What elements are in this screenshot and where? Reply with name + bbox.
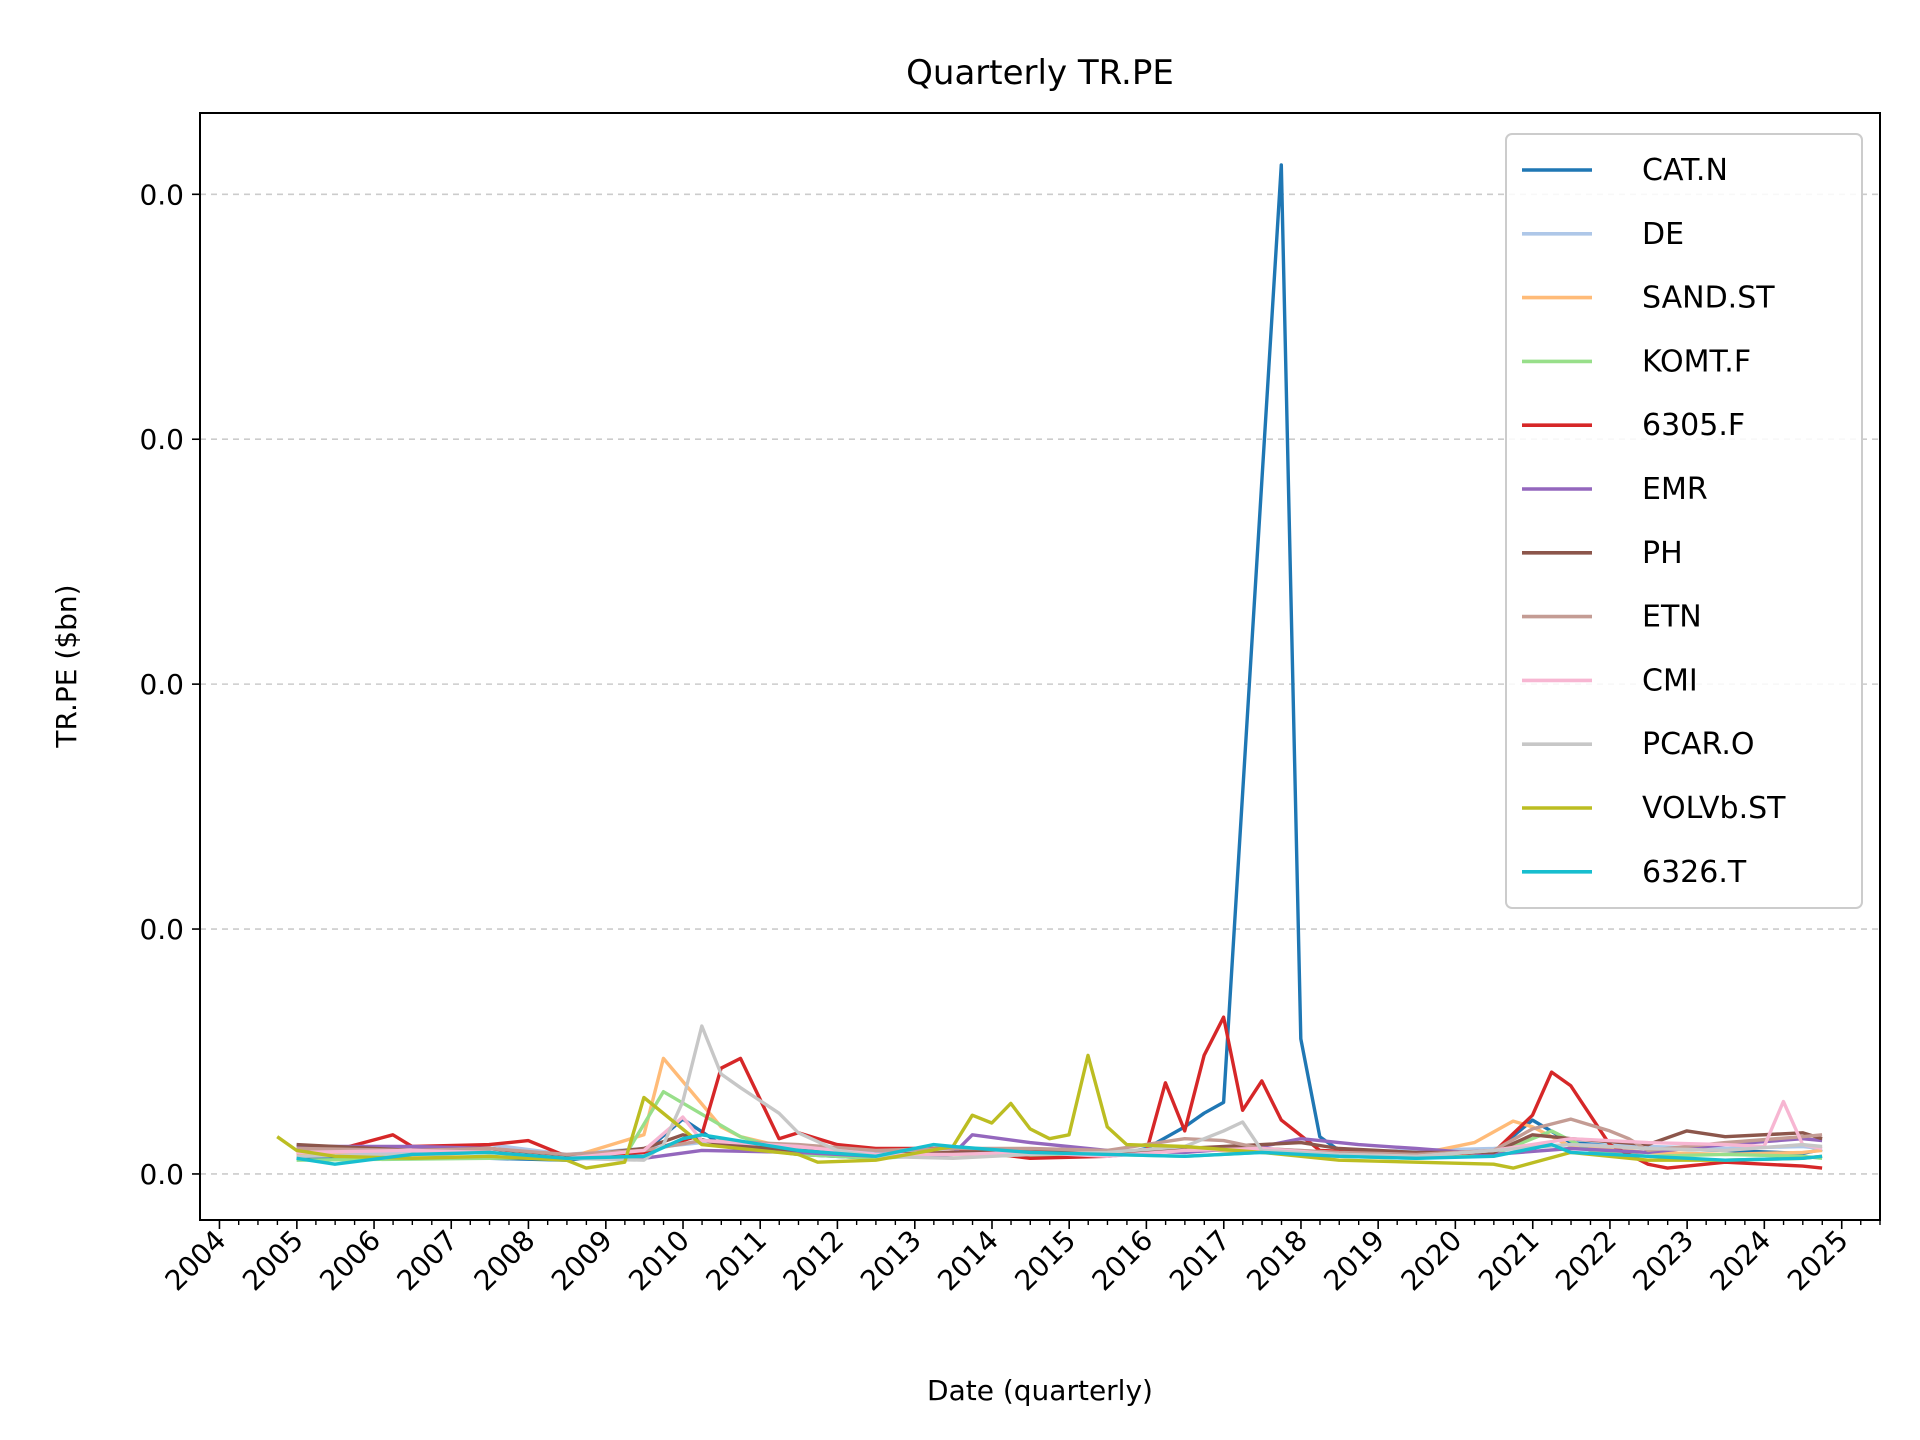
legend-label: SAND.ST: [1642, 281, 1775, 316]
legend: CAT.N DE SAND.ST KOMT.F 6305.F EMR PH ETN CMI PCA…: [1505, 133, 1863, 909]
series-line: [296, 1133, 1823, 1166]
legend-label: ETN: [1642, 600, 1702, 635]
series-lines: [276, 163, 1823, 1170]
plot-frame: [199, 112, 1881, 1221]
legend-label: KOMT.F: [1642, 344, 1751, 379]
legend-label: CAT.N: [1642, 153, 1728, 188]
legend-label: PH: [1642, 536, 1683, 571]
y-tick-label: 0.0: [139, 668, 184, 701]
y-axis-label: TR.PE ($bn): [50, 584, 83, 748]
y-tick-label: 0.0: [139, 913, 184, 946]
y-tick-label: 0.0: [139, 178, 184, 211]
series-line: [296, 1099, 1823, 1161]
x-axis-label: Date (quarterly): [927, 1374, 1153, 1407]
legend-label: EMR: [1642, 472, 1708, 507]
legend-label: PCAR.O: [1642, 727, 1755, 762]
legend-label: 6326.T: [1642, 855, 1747, 890]
legend-label: 6305.F: [1642, 408, 1745, 443]
y-tick-label: 0.0: [139, 423, 184, 456]
legend-label: CMI: [1642, 663, 1698, 698]
chart-title: Quarterly TR.PE: [906, 53, 1174, 93]
y-tick-label: 0.0: [139, 1158, 184, 1191]
legend-label: VOLVb.ST: [1642, 791, 1786, 826]
y-axis: 0.0 0.0 0.0 0.0 0.0: [139, 178, 200, 1191]
series-line: [276, 1053, 1823, 1170]
legend-label: DE: [1642, 217, 1684, 252]
legend-box: [1505, 133, 1863, 909]
